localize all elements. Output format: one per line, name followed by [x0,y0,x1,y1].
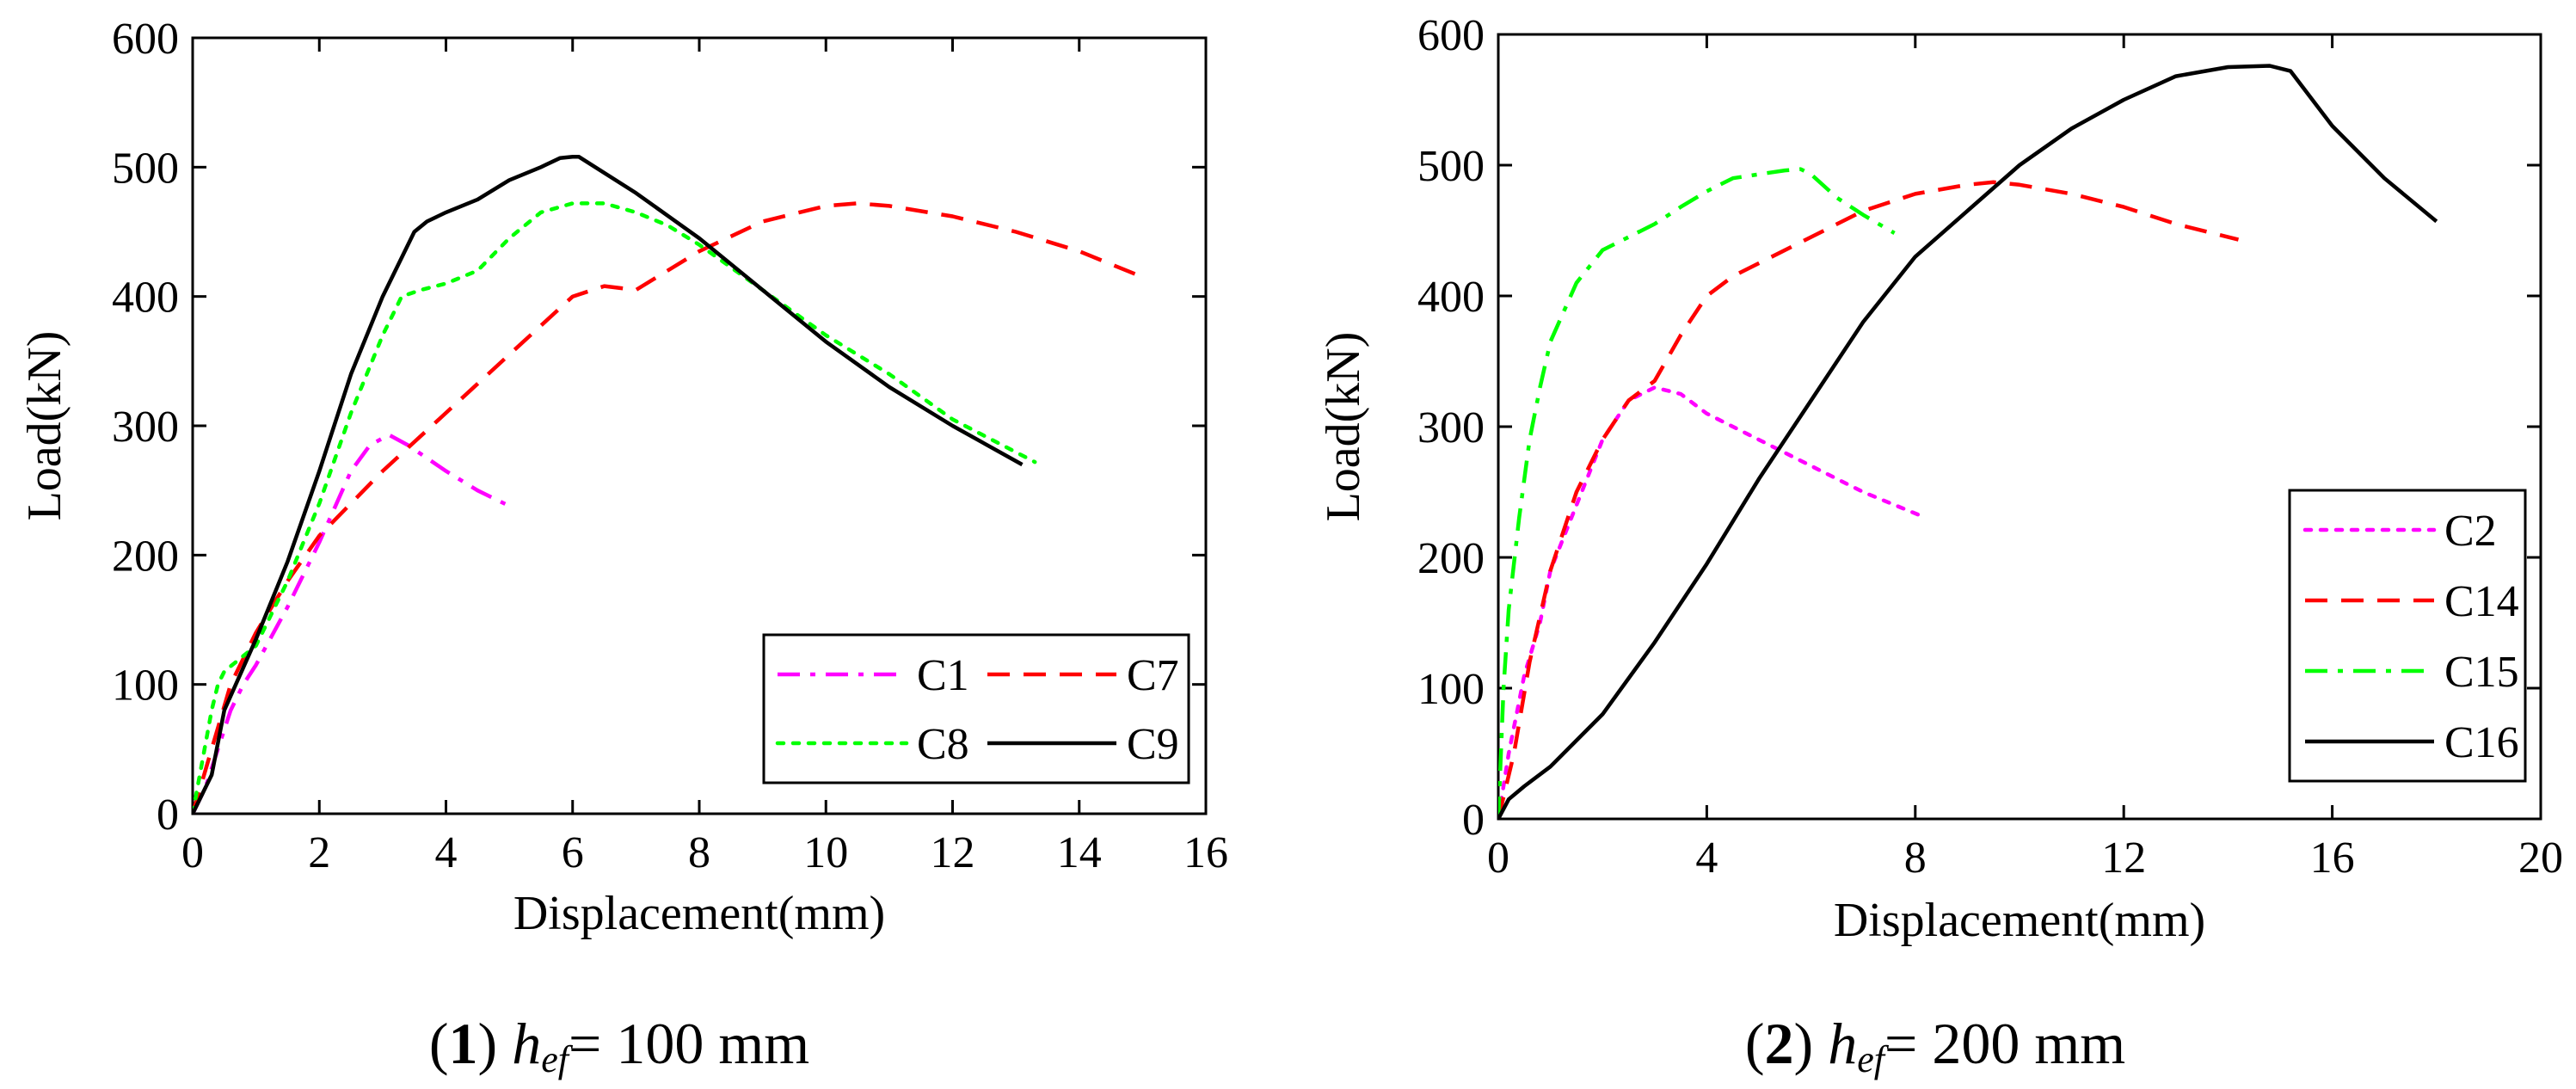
chart-panel-2: 0 4 8 12 16 200100200300400500600Displacement… [1317,11,2563,1080]
legend-label-c9: C9 [1127,720,1179,769]
legend-box [762,633,1190,784]
x-tick-label: 12 [931,828,975,877]
y-axis-label: Load(kN) [18,331,71,521]
series-line-c1 [193,433,511,814]
x-axis-label: Displacement(mm) [1834,894,2205,947]
legend-label-c15: C15 [2444,648,2519,697]
y-tick-label: 400 [1417,273,1485,322]
chart-panel-1: 0 2 4 6 8 10 12 14 16 0 100 200 300 400 500 600 Displace… [18,15,1228,1080]
x-tick-label: 8 [1904,834,1927,883]
legend-label-c1: C1 [917,651,969,700]
y-tick-label: 200 [112,532,179,581]
y-tick-label: 400 [112,274,179,323]
legend-label-c2: C2 [2444,507,2497,556]
x-tick-label: 12 [2101,834,2146,883]
x-tick-label: 0 [1487,834,1509,883]
y-tick-label: 100 [1417,665,1485,714]
legend-label-c16: C16 [2444,718,2519,767]
x-tick-label: 16 [1183,828,1228,877]
x-tick-label: 8 [688,828,710,877]
y-tick-label: 200 [1417,534,1485,583]
x-tick-label: 4 [1695,834,1718,883]
panel-caption: (2) hef= 200 mm [1745,1011,2125,1080]
y-tick-label: 500 [1417,142,1485,191]
x-tick-label: 20 [2518,834,2563,883]
x-tick-label: 6 [562,828,584,877]
x-tick-label: 0 [181,828,204,877]
x-tick-label: 14 [1057,828,1102,877]
y-tick-label: 300 [112,403,179,452]
series-line-c7 [193,201,1144,814]
x-tick-label: 10 [803,828,848,877]
series-line-c16 [1498,64,2438,819]
y-tick-label: 500 [112,144,179,193]
panel-caption: (1) hef= 100 mm [429,1011,809,1080]
y-tick-label: 0 [1462,796,1485,845]
legend-label-c8: C8 [917,720,969,769]
legend-box [2288,489,2527,783]
series-line-c15 [1498,167,1896,819]
x-tick-label: 2 [308,828,330,877]
y-tick-label: 600 [112,15,179,64]
series-line-c9 [193,155,1024,814]
y-tick-label: 100 [112,661,179,711]
x-axis-label: Displacement(mm) [513,887,885,940]
legend-label-c7: C7 [1127,651,1179,700]
legend-label-c14: C14 [2444,577,2519,626]
series-line-c14 [1498,180,2240,819]
y-tick-label: 0 [157,791,179,840]
x-tick-label: 16 [2310,834,2355,883]
y-tick-label: 600 [1417,11,1485,60]
x-tick-label: 4 [435,828,458,877]
y-axis-label: Load(kN) [1317,332,1370,522]
y-tick-label: 300 [1417,403,1485,452]
